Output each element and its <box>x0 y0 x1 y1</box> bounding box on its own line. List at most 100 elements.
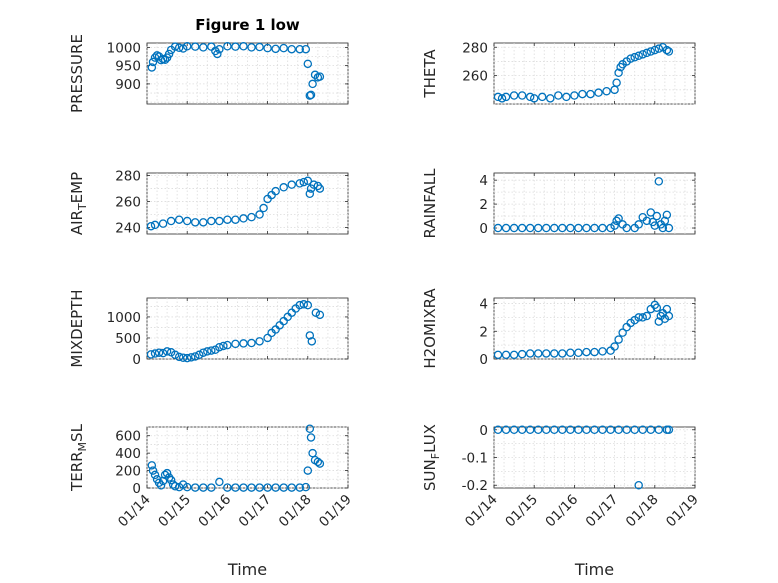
terr-msl-data-point <box>170 482 180 491</box>
rainfall-data-point <box>646 208 656 217</box>
terr-msl-xtick-label: 01/16 <box>195 492 234 531</box>
terr-msl-data-point <box>147 461 157 470</box>
pressure-data-point <box>308 79 317 89</box>
rainfall-ytick-label: 0 <box>479 221 488 237</box>
rainfall-data-point <box>558 223 567 233</box>
mixdepth-ytick-label: 0 <box>132 352 141 368</box>
mixdepth-data-point <box>305 331 315 340</box>
h2omixra-data-point <box>542 349 551 358</box>
mixdepth-data-point <box>186 353 196 362</box>
mixdepth-data-point <box>219 341 228 351</box>
theta-data-point <box>650 45 660 55</box>
theta-data-point <box>554 91 563 100</box>
subplot-pressure: 1000 950 900 PRESSURE Figure 1 low <box>68 16 349 113</box>
h2omixra-data-point <box>664 311 674 321</box>
terr-msl-ytick-label: 0 <box>132 481 141 497</box>
terr-msl-data-point <box>239 483 248 492</box>
sun-flux-data-point <box>533 425 543 435</box>
sun-flux-data-point <box>606 425 615 435</box>
terr-msl-data-point <box>150 470 160 480</box>
terr-msl-xtick-label: 01/17 <box>236 492 275 531</box>
sun-flux-xtick-label: 01/15 <box>502 492 541 531</box>
sun-flux-data-point <box>493 425 503 435</box>
mixdepth-plot-area <box>146 297 349 360</box>
rainfall-data-point <box>509 223 519 233</box>
sun-flux-data-point <box>614 425 623 435</box>
h2omixra-ylabel: H2OMIXRA <box>421 288 439 369</box>
sun-flux-ylabel: SUNFLUX <box>421 424 442 491</box>
terr-msl-data-point <box>231 483 240 492</box>
mixdepth-ytick-label: 500 <box>115 331 141 347</box>
air-temp-data-point <box>309 180 319 189</box>
pressure-data-point <box>271 44 280 54</box>
sun-flux-data-point <box>566 425 575 435</box>
mixdepth-data-point <box>158 348 168 358</box>
mixdepth-data-point <box>178 353 188 362</box>
terr-msl-data-point <box>199 483 208 492</box>
air-temp-plot-area <box>146 172 349 235</box>
theta-data-point <box>614 68 623 78</box>
pressure-data-point <box>148 57 158 67</box>
mixdepth-data-point <box>203 347 212 356</box>
sun-flux-data-point <box>654 425 664 435</box>
sun-flux-data-point <box>630 425 639 435</box>
mixdepth-data-point <box>146 350 156 359</box>
h2omixra-ytick-label: 2 <box>479 324 488 340</box>
pressure-ytick-label: 950 <box>115 59 141 75</box>
mixdepth-data-point <box>162 347 172 356</box>
mixdepth-data-point <box>239 339 248 348</box>
air-temp-data-point <box>174 215 184 224</box>
theta-data-point <box>664 47 674 56</box>
air-temp-data-point <box>215 216 224 226</box>
theta-ytick-label: 260 <box>462 69 488 85</box>
sun-flux-data-point <box>598 425 607 435</box>
rainfall-data-point <box>590 223 599 233</box>
terr-msl-data-point <box>148 466 158 475</box>
subplot-air-temp: 280 260 240 AIRTEMP <box>68 169 349 237</box>
mixdepth-data-point <box>190 352 200 361</box>
theta-data-point <box>612 78 621 87</box>
pressure-data-point <box>306 90 316 100</box>
air-temp-data-point <box>313 181 323 191</box>
rainfall-data-point <box>610 221 619 230</box>
rainfall-ylabel: RAINFALL <box>421 168 439 239</box>
mixdepth-data-point <box>199 348 208 357</box>
pressure-data-point <box>315 72 325 81</box>
rainfall-data-point <box>622 223 631 233</box>
terr-msl-ytick-label: 200 <box>115 464 141 480</box>
theta-data-point <box>562 92 571 102</box>
sun-flux-xlabel: Time <box>574 560 614 579</box>
theta-data-point <box>529 94 539 103</box>
sun-flux-data-point <box>664 425 674 435</box>
air-temp-data-point <box>239 214 248 223</box>
theta-data-point <box>626 54 635 63</box>
pressure-data-point <box>190 42 200 51</box>
mixdepth-data-point <box>247 338 256 348</box>
h2omixra-ytick-label: 0 <box>479 352 488 368</box>
mixdepth-data-point <box>263 333 272 343</box>
subplot-rainfall: 4 2 0 RAINFALL <box>421 168 696 239</box>
h2omixra-data-point <box>610 342 619 351</box>
sun-flux-plot-area <box>493 426 696 489</box>
h2omixra-data-point <box>582 347 591 357</box>
terr-msl-data-point <box>162 468 172 478</box>
mixdepth-data-point <box>255 337 264 346</box>
figure-title: Figure 1 low <box>195 16 300 34</box>
mixdepth-data-point <box>150 349 160 358</box>
h2omixra-data-point <box>574 348 583 358</box>
h2omixra-data-point <box>652 303 662 312</box>
h2omixra-data-point <box>618 328 627 337</box>
h2omixra-data-point <box>533 349 543 358</box>
subplot-theta: 280 260 THETA <box>421 40 696 105</box>
rainfall-data-point <box>501 223 511 233</box>
terr-msl-xtick-label: 01/15 <box>155 492 194 531</box>
mixdepth-data-point <box>215 342 224 352</box>
terr-msl-data-point <box>305 424 315 433</box>
pressure-data-point <box>295 44 305 54</box>
subplot-h2omixra: 4 2 0 H2OMIXRA <box>421 288 696 369</box>
air-temp-data-point <box>247 212 256 222</box>
theta-ytick-label: 280 <box>462 40 488 56</box>
mixdepth-ytick-label: 1000 <box>107 310 141 326</box>
terr-msl-data-point <box>166 475 176 485</box>
